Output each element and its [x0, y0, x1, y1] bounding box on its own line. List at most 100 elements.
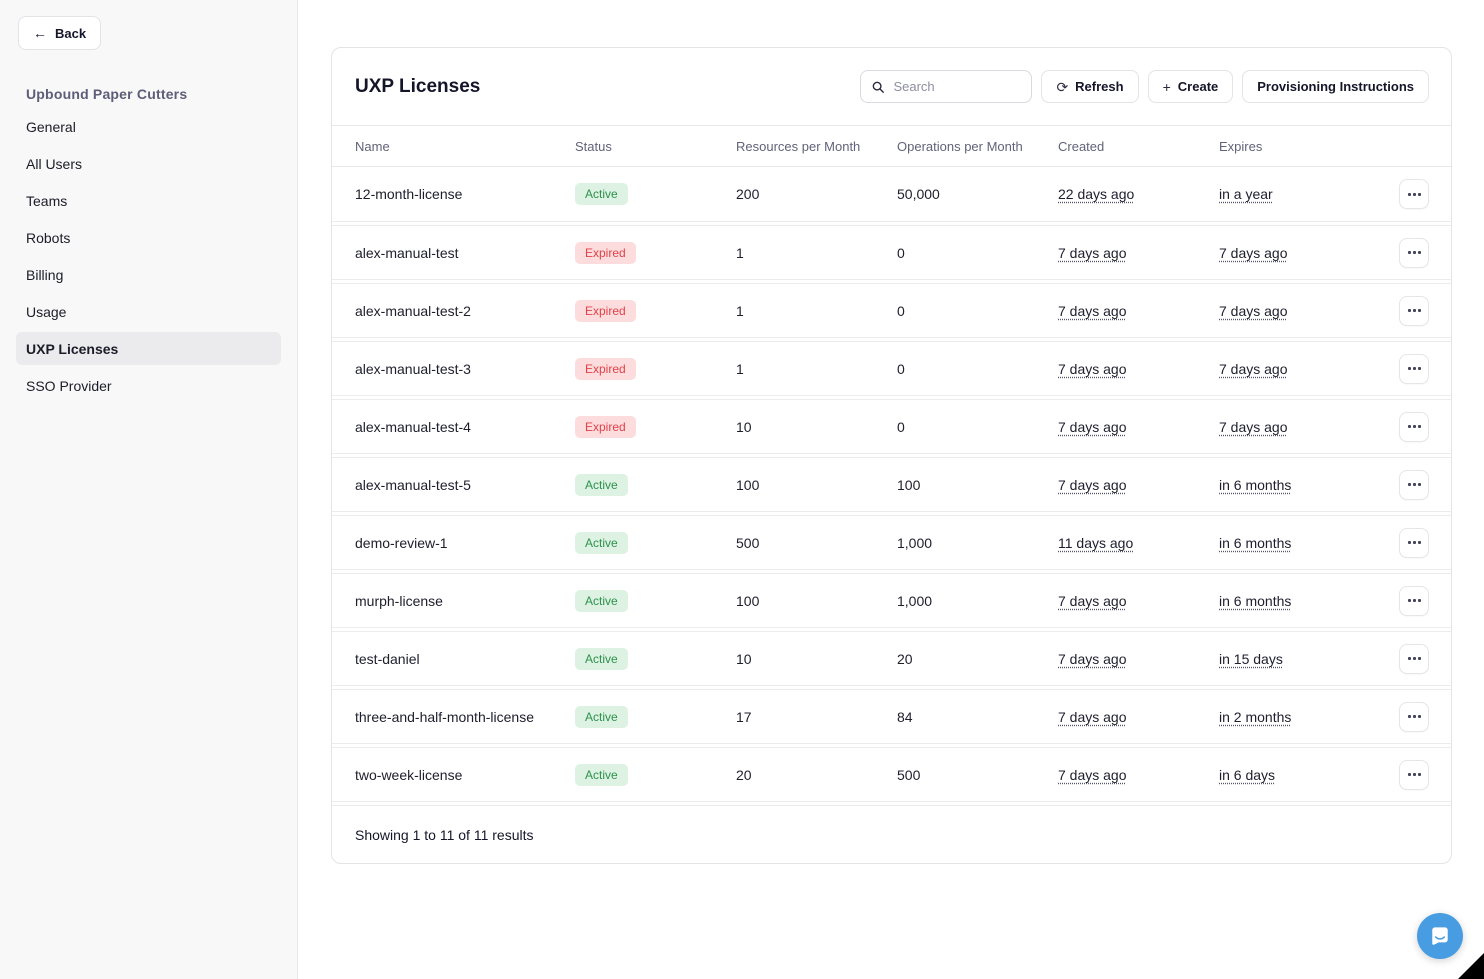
sidebar-item-uxp-licenses[interactable]: UXP Licenses	[16, 332, 281, 365]
ellipsis-icon	[1407, 599, 1411, 602]
back-arrow-icon: ←	[33, 25, 47, 41]
back-button[interactable]: ← Back	[18, 16, 102, 50]
column-header-created: Created	[1058, 138, 1105, 154]
expires-value[interactable]: 7 days ago	[1219, 302, 1288, 319]
expires-value[interactable]: in a year	[1219, 186, 1273, 202]
status-badge: Active	[575, 763, 628, 786]
row-actions-button[interactable]	[1399, 759, 1429, 790]
resources-per-month-value: 17	[736, 708, 752, 725]
status-badge: Active	[575, 647, 628, 670]
refresh-button[interactable]: ⟳ Refresh	[1041, 70, 1139, 103]
operations-per-month-value: 500	[897, 766, 921, 783]
refresh-button-label: Refresh	[1075, 79, 1124, 94]
resources-per-month-value: 500	[736, 534, 760, 551]
back-button-label: Back	[55, 25, 87, 41]
status-badge: Active	[575, 183, 628, 205]
resources-per-month-value: 20	[736, 766, 752, 783]
operations-per-month-value: 0	[897, 360, 905, 377]
expires-value[interactable]: in 6 days	[1219, 766, 1276, 783]
resources-per-month-value: 100	[736, 592, 760, 609]
expires-value[interactable]: in 15 days	[1219, 650, 1283, 667]
row-actions-button[interactable]	[1399, 237, 1429, 268]
resources-per-month-value: 100	[736, 476, 760, 493]
table-header-row: Name Status Resources per Month Operatio…	[332, 125, 1451, 167]
main-content: UXP Licenses ⟳ Refresh + Create Pr	[299, 0, 1484, 979]
expires-value[interactable]: in 6 months	[1219, 592, 1292, 609]
table-row: 12-month-license Active 200 50,000 22 da…	[332, 167, 1451, 222]
sidebar-item-usage[interactable]: Usage	[16, 295, 281, 328]
search-icon	[873, 81, 885, 93]
ellipsis-icon	[1407, 192, 1411, 196]
table-row: alex-manual-test-4 Expired 10 0 7 days a…	[332, 399, 1451, 454]
expires-value[interactable]: in 2 months	[1219, 708, 1292, 725]
created-value[interactable]: 22 days ago	[1058, 186, 1135, 202]
resources-per-month-value: 10	[736, 418, 752, 435]
sidebar-item-label: Teams	[26, 192, 68, 209]
ellipsis-icon	[1407, 773, 1411, 776]
expires-value[interactable]: in 6 months	[1219, 534, 1292, 551]
ellipsis-icon	[1407, 251, 1411, 254]
licenses-card: UXP Licenses ⟳ Refresh + Create Pr	[331, 47, 1452, 864]
sidebar-item-billing[interactable]: Billing	[16, 258, 281, 291]
operations-per-month-value: 20	[897, 650, 913, 667]
row-actions-button[interactable]	[1399, 179, 1429, 209]
expires-value[interactable]: in 6 months	[1219, 476, 1292, 493]
row-actions-button[interactable]	[1399, 353, 1429, 384]
ellipsis-icon	[1407, 309, 1411, 312]
search-box[interactable]	[860, 70, 1033, 103]
sidebar-item-label: General	[26, 118, 76, 135]
provisioning-instructions-button[interactable]: Provisioning Instructions	[1242, 70, 1429, 103]
ellipsis-icon	[1407, 425, 1411, 428]
provisioning-instructions-label: Provisioning Instructions	[1257, 79, 1414, 94]
created-value[interactable]: 7 days ago	[1058, 708, 1127, 725]
created-value[interactable]: 7 days ago	[1058, 476, 1127, 493]
created-value[interactable]: 7 days ago	[1058, 302, 1127, 319]
sidebar-item-general[interactable]: General	[16, 110, 281, 143]
ellipsis-icon	[1407, 715, 1411, 718]
created-value[interactable]: 7 days ago	[1058, 766, 1127, 783]
ellipsis-icon	[1407, 657, 1411, 660]
resources-per-month-value: 10	[736, 650, 752, 667]
table-row: alex-manual-test-5 Active 100 100 7 days…	[332, 457, 1451, 512]
created-value[interactable]: 7 days ago	[1058, 592, 1127, 609]
chat-launcher-button[interactable]	[1417, 913, 1463, 959]
license-name: alex-manual-test-3	[355, 360, 471, 377]
column-header-expires: Expires	[1219, 138, 1263, 154]
status-badge: Active	[575, 531, 628, 554]
table-body: 12-month-license Active 200 50,000 22 da…	[332, 167, 1451, 802]
results-count: Showing 1 to 11 of 11 results	[332, 805, 1451, 863]
search-input[interactable]	[893, 79, 1022, 94]
operations-per-month-value: 50,000	[897, 186, 940, 202]
sidebar-item-label: Usage	[26, 303, 67, 320]
table-row: two-week-license Active 20 500 7 days ag…	[332, 747, 1451, 802]
row-actions-button[interactable]	[1399, 527, 1429, 558]
created-value[interactable]: 11 days ago	[1058, 534, 1134, 551]
row-actions-button[interactable]	[1399, 295, 1429, 326]
operations-per-month-value: 0	[897, 244, 905, 261]
created-value[interactable]: 7 days ago	[1058, 244, 1127, 261]
expires-value[interactable]: 7 days ago	[1219, 244, 1288, 261]
row-actions-button[interactable]	[1399, 701, 1429, 732]
ellipsis-icon	[1407, 483, 1411, 486]
sidebar-item-robots[interactable]: Robots	[16, 221, 281, 254]
row-actions-button[interactable]	[1399, 643, 1429, 674]
sidebar-item-sso-provider[interactable]: SSO Provider	[16, 369, 281, 402]
column-header-operations: Operations per Month	[897, 138, 1023, 154]
status-badge: Active	[575, 705, 628, 728]
create-button[interactable]: + Create	[1147, 70, 1234, 103]
expires-value[interactable]: 7 days ago	[1219, 418, 1288, 435]
expires-value[interactable]: 7 days ago	[1219, 360, 1288, 377]
operations-per-month-value: 1,000	[897, 592, 933, 609]
row-actions-button[interactable]	[1399, 411, 1429, 442]
created-value[interactable]: 7 days ago	[1058, 418, 1127, 435]
sidebar-item-teams[interactable]: Teams	[16, 184, 281, 217]
sidebar-nav: General All Users Teams Robots Billing U…	[16, 110, 281, 402]
create-button-label: Create	[1177, 79, 1219, 94]
license-name: murph-license	[355, 592, 443, 609]
created-value[interactable]: 7 days ago	[1058, 650, 1127, 667]
sidebar-item-all-users[interactable]: All Users	[16, 147, 281, 180]
table-row: three-and-half-month-license Active 17 8…	[332, 689, 1451, 744]
created-value[interactable]: 7 days ago	[1058, 360, 1127, 377]
row-actions-button[interactable]	[1399, 585, 1429, 616]
row-actions-button[interactable]	[1399, 469, 1429, 500]
